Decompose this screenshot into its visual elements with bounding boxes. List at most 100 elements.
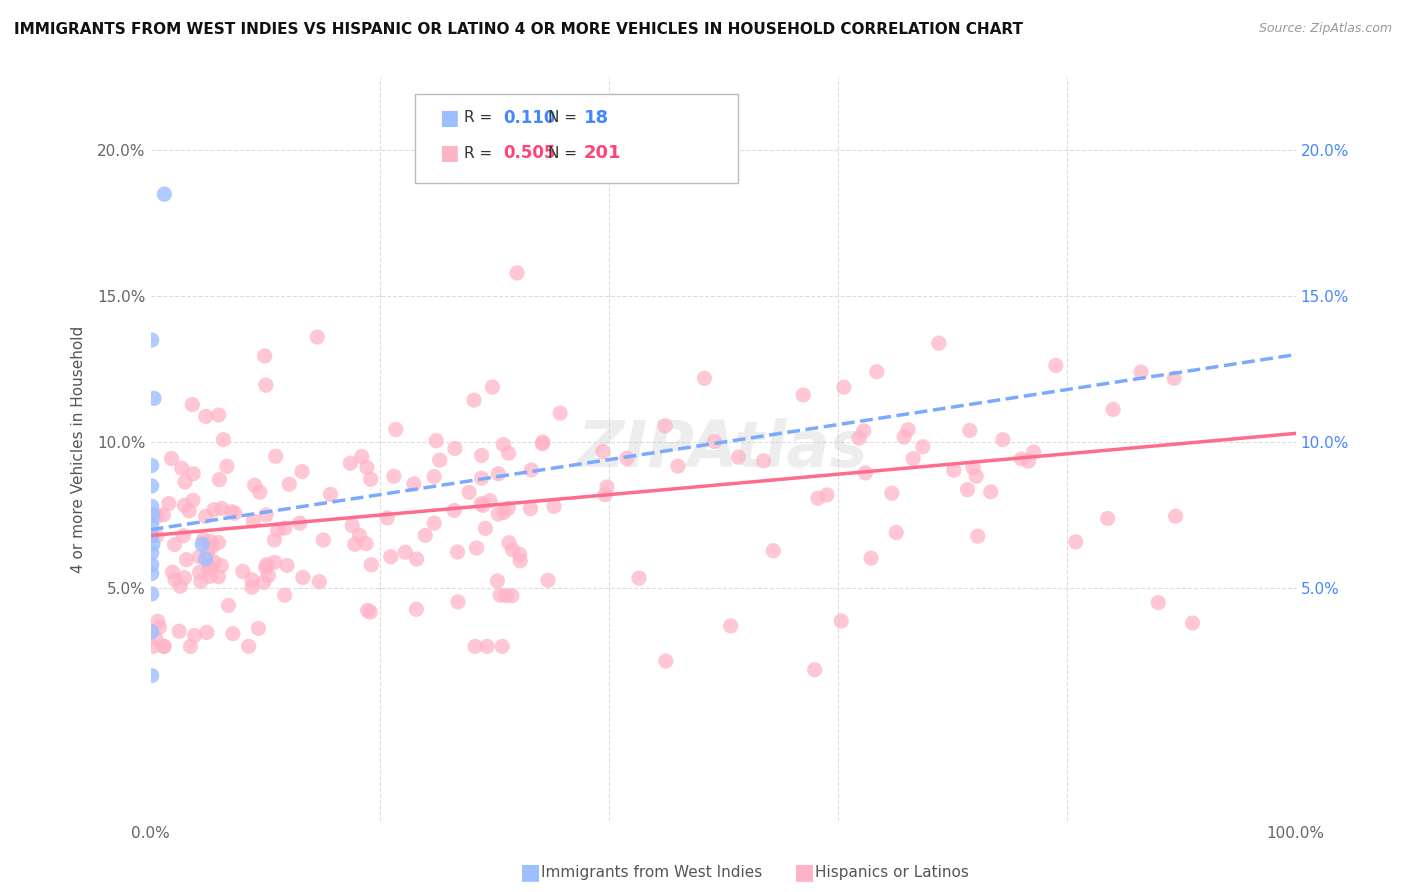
Point (520, 463, 543, 477)
Point (962, 460, 984, 475)
Point (413, 528, 436, 542)
Point (141, 624, 163, 639)
Point (491, 640, 513, 654)
Point (163, 538, 186, 552)
Text: ■: ■ (520, 863, 541, 882)
Point (273, 588, 295, 602)
Point (359, 605, 381, 619)
Point (762, 543, 785, 558)
Point (238, 640, 260, 654)
Point (167, 624, 190, 639)
Point (506, 266, 529, 280)
Point (443, 503, 465, 517)
Point (627, 571, 650, 585)
Point (481, 380, 503, 394)
Point (307, 330, 329, 344)
Point (179, 640, 201, 654)
Point (655, 654, 678, 668)
Point (143, 392, 166, 406)
Point (254, 378, 277, 392)
Point (543, 500, 565, 514)
Point (198, 569, 221, 583)
Point (208, 408, 231, 422)
Point (201, 540, 224, 554)
Point (165, 573, 187, 587)
Point (194, 409, 217, 424)
Point (897, 423, 920, 437)
Point (402, 476, 425, 491)
Point (141, 479, 163, 493)
Point (720, 619, 742, 633)
Point (880, 486, 903, 500)
Text: ■: ■ (794, 863, 815, 882)
Text: 201: 201 (583, 145, 621, 162)
Point (832, 380, 855, 394)
Point (207, 535, 229, 549)
Point (202, 502, 225, 516)
Point (319, 487, 342, 501)
Point (148, 620, 170, 634)
Point (312, 533, 335, 547)
Point (666, 459, 689, 474)
Point (502, 542, 524, 557)
Text: 0.505: 0.505 (503, 145, 555, 162)
Point (478, 493, 501, 508)
Point (405, 552, 427, 566)
Point (965, 469, 987, 483)
Point (498, 501, 520, 516)
Point (959, 424, 981, 438)
Point (1102, 402, 1125, 417)
Point (495, 589, 517, 603)
Point (803, 663, 825, 677)
Point (207, 570, 229, 584)
Point (141, 546, 163, 560)
Point (263, 533, 285, 547)
Point (160, 451, 183, 466)
Point (142, 508, 165, 522)
Point (243, 478, 266, 492)
Point (956, 483, 979, 497)
Point (170, 461, 193, 475)
Point (470, 497, 492, 511)
Point (173, 571, 195, 585)
Point (375, 511, 398, 525)
Point (384, 422, 406, 436)
Point (884, 525, 907, 540)
Point (172, 529, 194, 543)
Point (339, 456, 361, 470)
Point (807, 491, 830, 505)
Point (274, 521, 297, 535)
Point (486, 574, 509, 588)
Point (423, 516, 446, 530)
Point (855, 466, 877, 480)
Point (471, 499, 494, 513)
Point (256, 558, 278, 572)
Point (267, 523, 290, 537)
Point (141, 516, 163, 531)
Point (183, 628, 205, 642)
Text: Hispanics or Latinos: Hispanics or Latinos (815, 865, 969, 880)
Point (343, 537, 366, 551)
Point (792, 388, 814, 402)
Point (340, 518, 363, 533)
Point (308, 574, 330, 589)
Point (519, 501, 541, 516)
Point (1064, 534, 1087, 549)
Point (486, 467, 509, 481)
Point (444, 442, 467, 456)
Point (486, 507, 509, 521)
Point (727, 450, 749, 465)
Point (276, 558, 298, 573)
Text: R =: R = (464, 111, 498, 125)
Point (153, 640, 176, 654)
Point (253, 575, 276, 590)
Point (1017, 454, 1039, 468)
Text: ZIPAtlas: ZIPAtlas (578, 418, 869, 481)
Point (157, 497, 180, 511)
Point (425, 434, 447, 448)
Point (1147, 596, 1170, 610)
Point (188, 549, 211, 564)
Point (288, 516, 311, 530)
Text: R =: R = (464, 146, 498, 161)
Point (492, 437, 515, 451)
